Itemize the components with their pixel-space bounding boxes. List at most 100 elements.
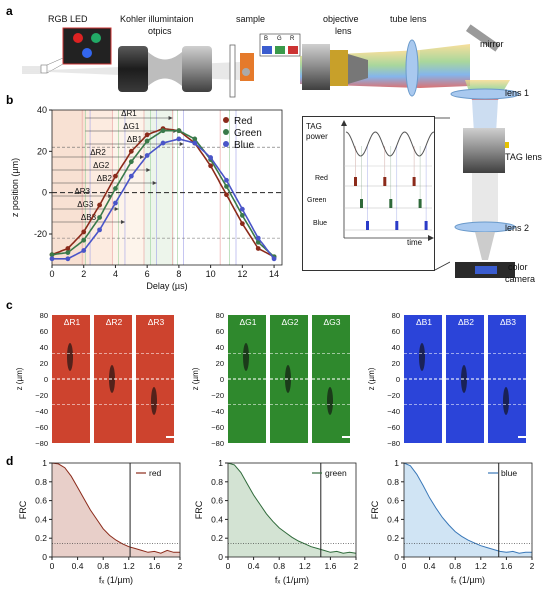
delta-label: ΔB3 bbox=[81, 213, 97, 222]
data-point-blue bbox=[224, 177, 229, 183]
kohler-label: Kohler illumintaion bbox=[120, 14, 194, 24]
z-position-chart: 0 2 4 6 8 10 12 14 40 20 0 -20 Delay (µs) z position … bbox=[10, 105, 283, 291]
frc-fill-blue bbox=[404, 463, 532, 557]
bgr-b: B bbox=[264, 36, 269, 42]
frc-x-tick: 0 bbox=[402, 561, 407, 571]
frc-x-tick: 1.2 bbox=[123, 561, 135, 571]
data-point-blue bbox=[176, 136, 182, 142]
image-y-tick: −60 bbox=[35, 423, 48, 432]
delta-label: ΔG1 bbox=[123, 122, 140, 131]
legend-marker-green bbox=[223, 129, 229, 135]
delta-label: ΔR2 bbox=[90, 148, 106, 157]
frc-line-green bbox=[227, 462, 357, 554]
frc-y-tick: 0 bbox=[42, 552, 47, 562]
frc-y-axis-title: FRC bbox=[370, 500, 380, 519]
tile-label: ΔG3 bbox=[323, 317, 340, 327]
x-tick-label: 10 bbox=[206, 269, 216, 279]
kohler-lens-2 bbox=[182, 46, 212, 92]
timing-row-red: Red bbox=[315, 175, 328, 182]
led-green-icon bbox=[91, 33, 101, 43]
optical-setup-diagram bbox=[22, 24, 501, 98]
lens1 bbox=[450, 88, 520, 100]
frc-frame-green bbox=[227, 462, 357, 558]
frc-y-tick: 1 bbox=[218, 458, 223, 468]
tile-label: ΔR3 bbox=[148, 317, 165, 327]
legend-label-red: Red bbox=[234, 116, 252, 127]
kohler-label-2: otpics bbox=[148, 26, 172, 36]
frc-x-tick: 0.8 bbox=[273, 561, 285, 571]
delta-label: ΔR1 bbox=[121, 109, 137, 118]
panel-label-c: c bbox=[6, 298, 13, 312]
tile-label: ΔG1 bbox=[239, 317, 256, 327]
frc-x-tick: 0 bbox=[50, 561, 55, 571]
cell-shadow bbox=[419, 343, 425, 371]
sample-holder bbox=[240, 53, 254, 81]
image-y-tick: −40 bbox=[211, 407, 224, 416]
tile-label: ΔB3 bbox=[500, 317, 516, 327]
x-tick-label: 14 bbox=[269, 269, 279, 279]
delta-arrowhead-icon bbox=[152, 181, 157, 185]
data-point-green bbox=[239, 213, 245, 218]
data-point-red bbox=[97, 202, 102, 208]
tube-lens-label: tube lens bbox=[390, 14, 427, 24]
delta-arrowhead-icon bbox=[179, 142, 184, 146]
delta-label: ΔB1 bbox=[127, 135, 143, 144]
delta-arrowhead-icon bbox=[140, 155, 144, 159]
pulse-2-0 bbox=[366, 221, 369, 230]
lens1-label: lens 1 bbox=[505, 88, 530, 98]
data-point-green bbox=[128, 159, 134, 165]
pulse-0-1 bbox=[383, 177, 387, 186]
data-point-green bbox=[176, 128, 182, 134]
data-point-red bbox=[224, 192, 229, 198]
image-y-tick: 60 bbox=[392, 327, 400, 336]
frc-x-tick: 1.2 bbox=[299, 561, 311, 571]
lens2-label: lens 2 bbox=[505, 223, 530, 233]
x-tick-label: 6 bbox=[145, 269, 150, 279]
data-point-blue bbox=[49, 256, 55, 262]
frc-x-tick: 1.6 bbox=[324, 561, 336, 571]
timing-row-green: Green bbox=[307, 197, 327, 204]
camera-label-2: camera bbox=[505, 274, 536, 284]
frc-y-tick: 0.2 bbox=[387, 533, 399, 543]
image-y-axis-title: z (µm) bbox=[191, 367, 200, 390]
objective-body bbox=[302, 44, 330, 90]
sample-label: sample bbox=[236, 14, 266, 24]
frc-x-tick: 0.8 bbox=[97, 561, 109, 571]
data-point-blue bbox=[239, 206, 245, 212]
image-y-axis-title: z (µm) bbox=[367, 367, 376, 390]
tag-lens-label: TAG lens bbox=[505, 152, 542, 162]
data-point-red bbox=[144, 132, 150, 138]
panel-label-d: d bbox=[6, 454, 14, 468]
image-y-tick: 20 bbox=[40, 359, 48, 368]
pulse-0-2 bbox=[412, 177, 416, 186]
data-point-blue bbox=[81, 248, 87, 253]
image-y-tick: 40 bbox=[392, 343, 400, 352]
legend-marker-red bbox=[223, 117, 229, 123]
data-point-red bbox=[81, 229, 87, 235]
frc-x-axis-title: fₓ (1/µm) bbox=[99, 575, 133, 585]
image-y-tick: −80 bbox=[211, 439, 224, 448]
data-point-green bbox=[255, 239, 261, 245]
x-tick-label: 12 bbox=[237, 269, 247, 279]
frc-x-tick: 0.4 bbox=[248, 561, 260, 571]
tile-label: ΔR1 bbox=[64, 317, 81, 327]
data-point-green bbox=[160, 128, 166, 134]
time-axis-label: time bbox=[407, 238, 423, 247]
kohler-lens-1 bbox=[118, 46, 148, 92]
chart-b-frame bbox=[51, 109, 283, 266]
image-y-tick: 20 bbox=[216, 359, 224, 368]
frc-x-tick: 2 bbox=[530, 561, 535, 571]
frc-y-tick: 0.4 bbox=[211, 514, 223, 524]
frc-charts: 0 0.4 0.8 1.2 1.6 2 1 0.8 0.6 0.4 0.2 0 fₓ (1/µm) FRC… bbox=[18, 458, 535, 585]
led-box bbox=[62, 27, 112, 65]
image-y-tick: −40 bbox=[387, 407, 400, 416]
frc-y-tick: 0.8 bbox=[387, 477, 399, 487]
data-point-blue bbox=[255, 235, 261, 241]
frc-x-tick: 0.4 bbox=[72, 561, 84, 571]
image-y-tick: 40 bbox=[216, 343, 224, 352]
tile-label: ΔR2 bbox=[106, 317, 123, 327]
image-y-tick: 0 bbox=[44, 375, 48, 384]
frc-y-tick: 0 bbox=[394, 552, 399, 562]
bgr-r: R bbox=[290, 36, 295, 42]
image-y-tick: −20 bbox=[211, 391, 224, 400]
